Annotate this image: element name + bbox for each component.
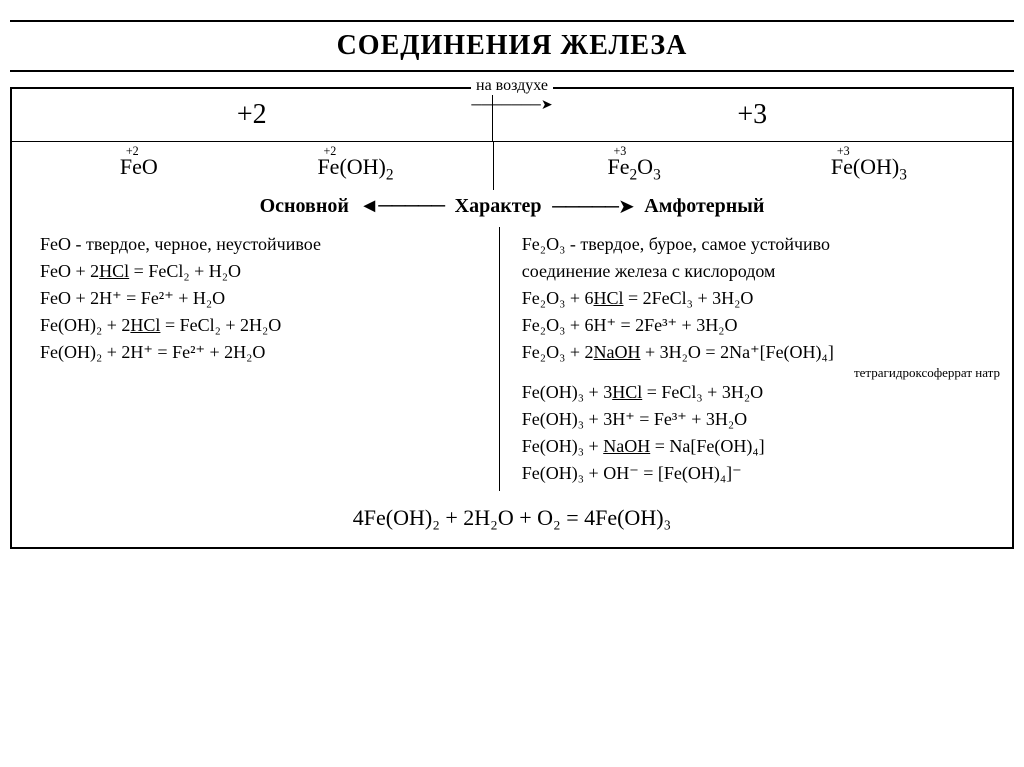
- eq-feoh3-naoh: Fe(OH)₃ + NaOH = Na[Fe(OH)₄]: [522, 433, 1008, 460]
- feo-charge: +2: [126, 144, 139, 159]
- formula-fe2o3: +3Fe2O3: [607, 154, 660, 184]
- eq-feoh3-hcl: Fe(OH)₃ + 3HCl = FeCl₃ + 3H₂O: [522, 379, 1008, 406]
- page-title: СОЕДИНЕНИЯ ЖЕЛЕЗА: [10, 20, 1014, 72]
- arrow-air: ───────➤: [471, 97, 552, 114]
- character-amphoteric: Амфотерный: [644, 195, 764, 218]
- air-label: на воздухе: [471, 77, 553, 95]
- bottom-equation: 4Fe(OH)₂ + 2H₂O + O₂ = 4Fe(OH)₃: [12, 491, 1012, 547]
- main-table: на воздухе ───────➤ +2 +3 +2FeO +2Fe(OH)…: [10, 87, 1014, 549]
- character-basic: Основной: [260, 195, 349, 218]
- character-center: Характер: [455, 195, 542, 218]
- state-plus2: +2: [12, 89, 492, 141]
- right-equations: Fe₂O₃ - твердое, бурое, самое устойчиво …: [499, 227, 1012, 491]
- eq-feoh2-ionic: Fe(OH)₂ + 2H⁺ = Fe²⁺ + 2H₂O: [40, 339, 489, 366]
- fe2o3-description-2: соединение железа с кислородом: [522, 258, 1008, 285]
- fe2o3-description-1: Fe₂O₃ - твердое, бурое, самое устойчиво: [522, 231, 1008, 258]
- compound-formulas-row: +2FeO +2Fe(OH)2 +3Fe2O3 +3Fe(OH)3: [12, 142, 1012, 190]
- state-plus3: +3: [492, 89, 1012, 141]
- eq-fe2o3-naoh: Fe₂O₃ + 2NaOH + 3H₂O = 2Na⁺[Fe(OH)₄]: [522, 339, 1008, 366]
- eq-fe2o3-hcl: Fe₂O₃ + 6HCl = 2FeCl₃ + 3H₂O: [522, 285, 1008, 312]
- arrow-left-icon: ◄─────: [349, 195, 455, 218]
- eq-feo-hcl: FeO + 2HCl = FeCl₂ + H₂O: [40, 258, 489, 285]
- eq-feo-ionic: FeO + 2H⁺ = Fe²⁺ + H₂O: [40, 285, 489, 312]
- eq-feoh2-hcl: Fe(OH)₂ + 2HCl = FeCl₂ + 2H₂O: [40, 312, 489, 339]
- feo-description: FeO - твердое, черное, неустойчивое: [40, 231, 489, 258]
- eq-fe2o3-ionic: Fe₂O₃ + 6H⁺ = 2Fe³⁺ + 3H₂O: [522, 312, 1008, 339]
- left-equations: FeO - твердое, черное, неустойчивое FeO …: [12, 227, 499, 491]
- eq-feoh3-oh: Fe(OH)₃ + OH⁻ = [Fe(OH)₄]⁻: [522, 460, 1008, 487]
- eq-feoh3-ionic: Fe(OH)₃ + 3H⁺ = Fe³⁺ + 3H₂O: [522, 406, 1008, 433]
- character-row: Основной ◄───── Характер ─────➤ Амфотерн…: [12, 190, 1012, 227]
- ferrate-note: тетрагидроксоферрат натр: [522, 366, 1008, 379]
- formula-feoh3: +3Fe(OH)3: [831, 154, 907, 184]
- feoh3-charge: +3: [837, 144, 850, 159]
- oxidation-state-header: на воздухе ───────➤ +2 +3: [12, 89, 1012, 142]
- formula-feo: +2FeO: [120, 154, 158, 184]
- feoh2-charge: +2: [323, 144, 336, 159]
- arrow-right-icon: ─────➤: [542, 194, 645, 219]
- formula-feoh2: +2Fe(OH)2: [317, 154, 393, 184]
- fe2o3-charge: +3: [613, 144, 626, 159]
- equations-row: FeO - твердое, черное, неустойчивое FeO …: [12, 227, 1012, 491]
